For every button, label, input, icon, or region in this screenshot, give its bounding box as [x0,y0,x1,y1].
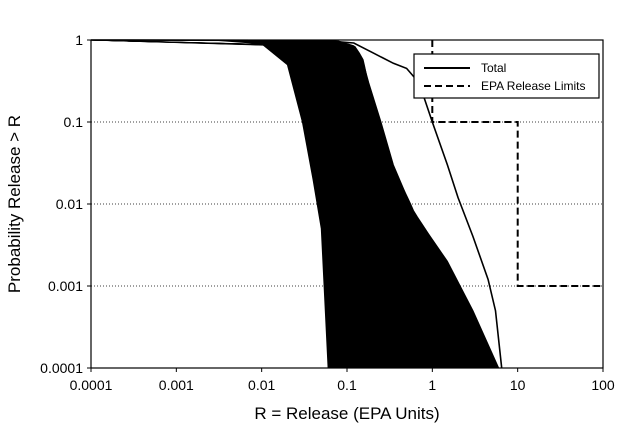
total-realization-curve [88,39,474,369]
total-curves [88,39,503,369]
y-tick-label: 0.01 [56,196,83,212]
y-tick-label: 0.001 [48,278,83,294]
axis-ticks [87,39,604,372]
total-realization-curve [89,39,492,369]
total-realizations-band [90,39,500,369]
x-tick-label: 0.0001 [70,377,113,393]
y-tick-label: 0.1 [64,114,84,130]
total-realization-curve [91,39,469,369]
y-tick-labels: 1 0.1 0.01 0.001 0.0001 [40,32,83,376]
legend-box [413,53,600,99]
y-tick-label: 0.0001 [40,360,83,376]
total-band-fill [90,39,500,369]
x-tick-label: 0.1 [337,377,357,393]
legend: Total EPA Release Limits [413,53,600,99]
x-tick-labels: 0.0001 0.001 0.01 0.1 1 10 100 [70,377,615,393]
x-tick-label: 0.001 [159,377,194,393]
total-realization-curve [89,39,486,369]
x-axis-title: R = Release (EPA Units) [254,404,439,423]
x-tick-label: 100 [591,377,615,393]
legend-label-total: Total [481,61,506,75]
y-tick-label: 1 [75,32,83,48]
total-realization-curve [93,39,499,369]
total-outermost-curve [90,39,503,369]
y-axis-title: Probability Release > R [5,115,24,293]
epa-limits-series [431,40,603,287]
x-tick-label: 0.01 [248,377,275,393]
x-tick-label: 10 [510,377,526,393]
x-tick-label: 1 [428,377,436,393]
total-realization-curve [90,39,423,369]
legend-label-epa: EPA Release Limits [481,79,586,93]
total-realization-curve [88,39,446,369]
epa-release-limits-line [431,40,603,287]
total-realization-curve [93,39,485,369]
total-realization-curve [92,39,436,369]
total-realization-curve [92,39,461,369]
